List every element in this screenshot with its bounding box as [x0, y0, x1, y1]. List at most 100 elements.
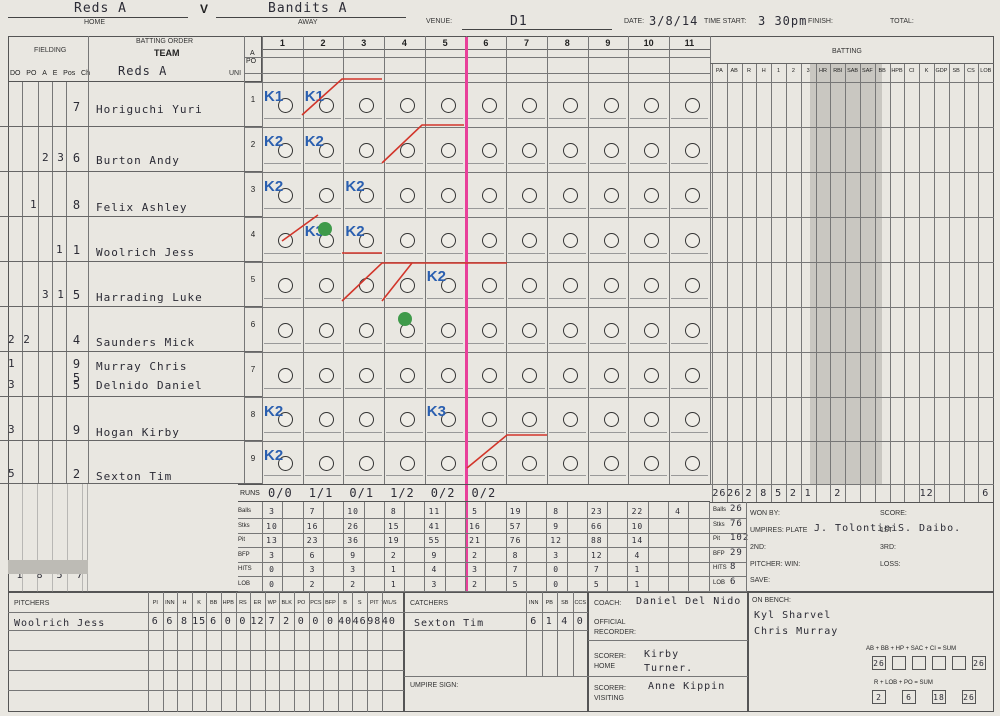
pitcher-col-divider	[264, 592, 266, 712]
catcher-col-header: CCS	[574, 600, 587, 606]
on-bench-label: ON BENCH:	[752, 597, 791, 604]
pitcher-stat: 6	[210, 616, 218, 627]
player-name: Harrading Luke	[96, 291, 203, 304]
summary-value: 76	[730, 518, 743, 529]
batting-total: 26	[712, 488, 727, 499]
batting-around-line	[465, 37, 468, 592]
base-diamond	[603, 412, 619, 427]
bench-player: Chris Murray	[754, 626, 839, 637]
at-bat-result: K2	[264, 447, 284, 464]
totals-value: 16	[306, 521, 319, 531]
batting-col-header: R	[747, 68, 751, 74]
lineup-row: 1 9 5 Murray Chris 7	[0, 352, 262, 385]
fielding-summary-box	[8, 484, 88, 592]
summary-value: 8	[730, 562, 737, 572]
row-divider	[244, 397, 710, 398]
base-diamond	[400, 97, 416, 113]
base-diamond	[522, 277, 538, 293]
totals-row: BFP 3 6 9 2 9 2 8 3 12 4	[238, 548, 710, 563]
pitcher-col-header: PIT	[370, 600, 379, 606]
batting-col-header: H	[761, 68, 766, 74]
pitch-count-box	[426, 253, 464, 261]
player-name: Hogan Kirby	[96, 426, 180, 439]
scorer-home-name: Kirby Turner.	[644, 649, 694, 674]
batting-col-header: HR	[819, 68, 827, 74]
totals-divider	[465, 502, 466, 592]
inning-divider	[343, 36, 345, 484]
at-bat-result: K1	[304, 88, 324, 105]
totals-divider	[282, 502, 284, 592]
order-number: 7	[250, 365, 256, 374]
summary-label: BFP	[713, 550, 725, 557]
base-diamond	[562, 455, 578, 471]
at-bat-result: K2	[345, 223, 365, 240]
pitcher-col-divider	[337, 592, 339, 712]
pitcher-col-divider	[279, 592, 281, 712]
pitch-count-box	[426, 432, 464, 440]
base-diamond	[562, 367, 578, 383]
pitch-count-box	[508, 432, 545, 440]
batting-col-header: GDP	[935, 68, 948, 74]
base-diamond	[400, 232, 416, 248]
batting-col-divider	[712, 64, 713, 502]
pitch-count-box	[426, 298, 464, 306]
pitcher-col-header: HPB	[222, 600, 234, 606]
bench-player: Kyl Sharvel	[754, 610, 832, 621]
pitch-count-box	[386, 475, 423, 483]
pitch-count-box	[467, 388, 505, 396]
pitch-count-box	[671, 253, 708, 261]
pitcher-col-header: B	[343, 600, 347, 606]
batting-total: 12	[919, 488, 934, 499]
totals-value: 8	[390, 507, 397, 516]
pitch-count-box	[345, 343, 383, 351]
proof-box	[932, 656, 946, 670]
totals-value: 1	[634, 579, 641, 589]
pitch-count-box	[467, 253, 505, 261]
totals-divider	[383, 502, 385, 592]
pitch-count-box	[426, 475, 464, 483]
totals-value: 2	[309, 579, 316, 589]
totals-value: 76	[509, 536, 522, 545]
pitch-count-box	[548, 475, 586, 483]
proof-formula-1: AB + BB + HP + SAC + CI = SUM	[866, 646, 957, 652]
pitcher-col-divider	[323, 592, 325, 712]
totals-row: HITS 0 3 3 1 4 3 7 0 7 1	[238, 562, 710, 577]
pitch-count-box	[467, 475, 505, 483]
pitch-count-box	[386, 432, 423, 440]
pitch-count-box	[467, 208, 505, 216]
pitcher-stat: 0	[312, 616, 320, 627]
batting-col-divider	[800, 64, 802, 502]
pitch-count-box	[345, 432, 383, 440]
pitch-count-box	[345, 118, 383, 126]
totals-value: 0	[269, 579, 275, 589]
pitch-count-box	[589, 475, 627, 483]
won-by-label: WON BY:	[750, 510, 780, 517]
pitch-count-box	[386, 253, 423, 261]
totals-row: Stks 10 16 26 15 41 16 57 9 66 10	[238, 519, 710, 534]
pitcher-col-divider	[352, 592, 354, 712]
pitcher-stat: 7	[268, 616, 276, 627]
batting-title: BATTING	[832, 48, 862, 55]
lineup-row: 5 2 Sexton Tim 9	[0, 441, 262, 484]
pitch-count-box	[304, 388, 342, 396]
pitch-count-box	[508, 118, 545, 126]
row-divider	[244, 172, 710, 173]
away-team-field: Bandits A	[216, 1, 406, 18]
base-diamond	[644, 232, 660, 248]
fielding-summary-shade	[8, 560, 88, 574]
totals-value: 2	[472, 579, 478, 589]
totals-value: 13	[266, 536, 278, 545]
time-start-label: TIME START:	[704, 18, 747, 25]
base-diamond	[562, 277, 578, 293]
pitch-count-box	[671, 388, 708, 396]
batting-total: 8	[760, 488, 768, 499]
totals-divider	[505, 502, 507, 592]
base-diamond	[644, 455, 660, 471]
summary-value: 102	[730, 533, 750, 543]
pitcher-col-header: INN	[165, 600, 175, 606]
base-diamond	[603, 455, 619, 471]
pitcher-col-header: PCS	[310, 600, 322, 606]
pitch-count-box	[264, 432, 301, 440]
base-diamond	[644, 142, 660, 158]
base-diamond	[644, 367, 660, 383]
